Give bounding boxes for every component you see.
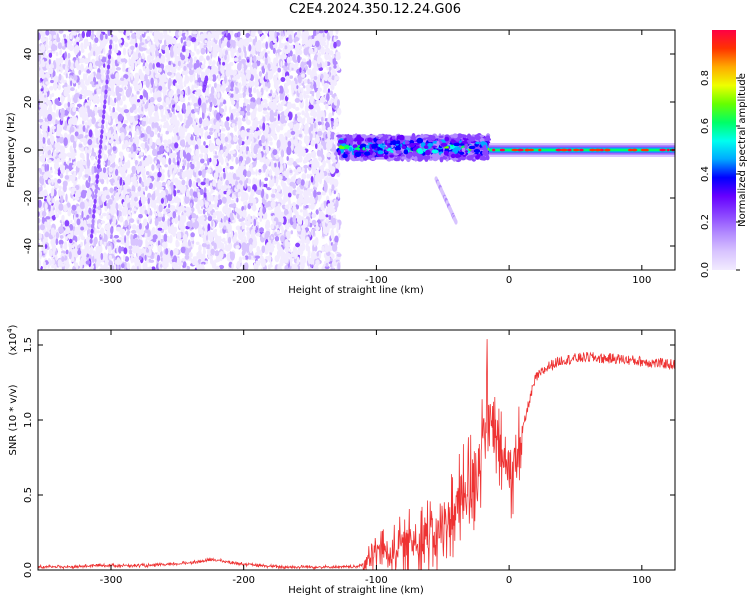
heatmap-speckle xyxy=(218,264,225,270)
heatmap-speckle xyxy=(242,91,246,99)
heatmap-marks xyxy=(38,30,675,270)
heatmap-speckle xyxy=(193,76,196,83)
heatmap-speckle xyxy=(124,256,130,262)
heatmap-speckle xyxy=(51,93,55,97)
heatmap-speckle xyxy=(68,157,72,162)
heatmap-speckle xyxy=(137,235,140,239)
page-title: C2E4.2024.350.12.24.G06 xyxy=(288,2,462,17)
heatmap-speckle xyxy=(49,86,54,91)
heatmap-speckle xyxy=(67,210,71,217)
heatmap-speckle xyxy=(241,117,246,122)
heatmap-speckle xyxy=(240,185,244,195)
heatmap-speckle xyxy=(224,105,227,113)
heatmap-speckle xyxy=(269,141,273,146)
heatmap-speckle xyxy=(70,219,73,224)
heatmap-speckle xyxy=(168,157,172,166)
heatmap-speckle xyxy=(202,249,206,255)
heatmap-speckle xyxy=(47,125,50,134)
heatmap-speckle xyxy=(247,185,251,193)
heatmap-speckle xyxy=(63,153,68,157)
heatmap-speckle xyxy=(261,42,266,49)
heatmap-speckle xyxy=(51,214,56,221)
heatmap-speckle xyxy=(49,94,52,100)
heatmap-speckle xyxy=(196,48,200,55)
heatmap-speckle xyxy=(51,265,55,269)
heatmap-speckle xyxy=(79,215,83,220)
heatmap-speckle xyxy=(77,84,80,89)
heatmap-speckle xyxy=(284,33,287,40)
heatmap-speckle xyxy=(195,241,200,245)
heatmap-speckle xyxy=(122,254,126,261)
heatmap-speckle xyxy=(80,89,86,95)
heatmap-speckle xyxy=(92,250,96,258)
heatmap-speckle xyxy=(295,106,300,111)
heatmap-speckle xyxy=(270,213,276,217)
heatmap-speckle xyxy=(224,120,230,129)
heatmap-speckle xyxy=(205,47,208,54)
heatmap-speckle xyxy=(103,46,106,55)
heatmap-speckle xyxy=(150,88,153,94)
heatmap-speckle xyxy=(55,52,59,57)
heatmap-speckle xyxy=(89,118,92,127)
heatmap-speckle xyxy=(130,30,133,34)
heatmap-speckle xyxy=(310,211,313,219)
heatmap-speckle xyxy=(162,222,168,231)
heatmap-speckle xyxy=(57,84,61,91)
heatmap-speckle xyxy=(198,153,204,158)
heatmap-speckle xyxy=(161,234,164,239)
heatmap-speckle xyxy=(179,114,183,122)
heatmap-speckle xyxy=(304,205,310,209)
heatmap-speckle xyxy=(246,111,251,116)
